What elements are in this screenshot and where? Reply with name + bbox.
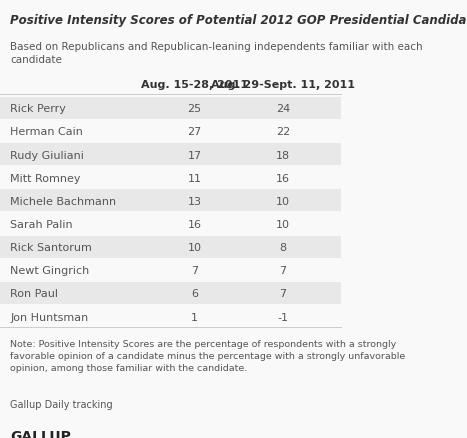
Text: Aug. 15-28, 2011: Aug. 15-28, 2011 (141, 80, 248, 90)
Text: 7: 7 (191, 266, 198, 276)
Text: 24: 24 (276, 104, 290, 114)
FancyBboxPatch shape (0, 282, 341, 304)
Text: Aug. 29-Sept. 11, 2011: Aug. 29-Sept. 11, 2011 (211, 80, 355, 90)
Text: 6: 6 (191, 289, 198, 299)
Text: 8: 8 (280, 243, 287, 253)
Text: Rick Santorum: Rick Santorum (10, 243, 92, 253)
Text: 25: 25 (187, 104, 201, 114)
Text: Sarah Palin: Sarah Palin (10, 219, 73, 230)
Text: 27: 27 (187, 127, 202, 137)
Text: -1: -1 (277, 312, 289, 322)
Text: Newt Gingrich: Newt Gingrich (10, 266, 90, 276)
Text: 16: 16 (187, 219, 201, 230)
Text: 18: 18 (276, 150, 290, 160)
Text: 16: 16 (276, 173, 290, 184)
Text: Herman Cain: Herman Cain (10, 127, 83, 137)
Text: 10: 10 (276, 196, 290, 206)
FancyBboxPatch shape (0, 236, 341, 258)
FancyBboxPatch shape (0, 144, 341, 166)
Text: 11: 11 (187, 173, 201, 184)
Text: Jon Huntsman: Jon Huntsman (10, 312, 88, 322)
FancyBboxPatch shape (0, 190, 341, 212)
Text: Rick Perry: Rick Perry (10, 104, 66, 114)
Text: 7: 7 (280, 266, 287, 276)
Text: Gallup Daily tracking: Gallup Daily tracking (10, 399, 113, 409)
Text: Based on Republicans and Republican-leaning independents familiar with each
cand: Based on Republicans and Republican-lean… (10, 42, 423, 65)
Text: 10: 10 (276, 219, 290, 230)
FancyBboxPatch shape (0, 98, 341, 120)
Text: 13: 13 (187, 196, 201, 206)
Text: Ron Paul: Ron Paul (10, 289, 58, 299)
Text: Note: Positive Intensity Scores are the percentage of respondents with a strongl: Note: Positive Intensity Scores are the … (10, 339, 405, 372)
Text: Michele Bachmann: Michele Bachmann (10, 196, 116, 206)
Text: 1: 1 (191, 312, 198, 322)
Text: Mitt Romney: Mitt Romney (10, 173, 81, 184)
Text: 17: 17 (187, 150, 201, 160)
Text: Positive Intensity Scores of Potential 2012 GOP Presidential Candidates: Positive Intensity Scores of Potential 2… (10, 14, 467, 27)
Text: GALLUP: GALLUP (10, 429, 71, 438)
Text: 7: 7 (280, 289, 287, 299)
Text: 22: 22 (276, 127, 290, 137)
Text: Rudy Giuliani: Rudy Giuliani (10, 150, 84, 160)
Text: 10: 10 (187, 243, 201, 253)
